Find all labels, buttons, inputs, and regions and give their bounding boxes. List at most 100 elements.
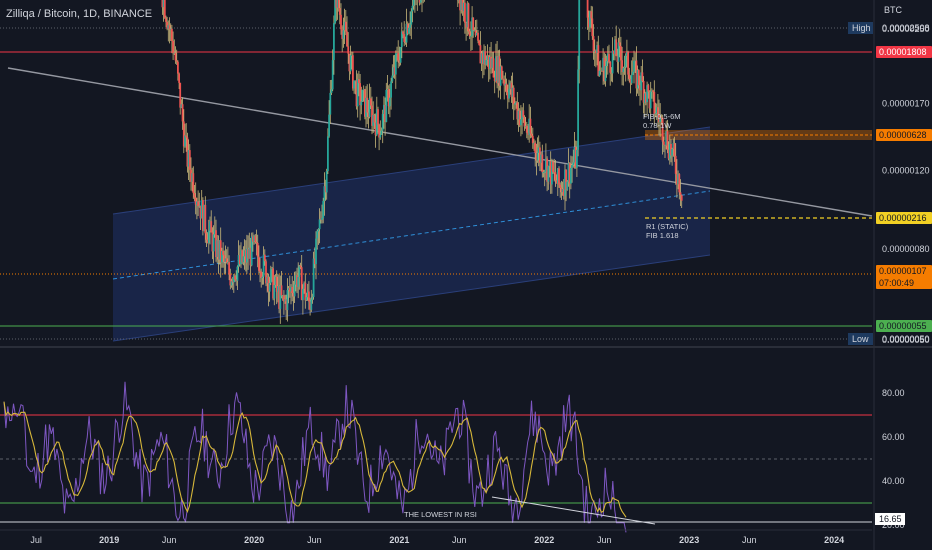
- candle-body: [553, 172, 556, 173]
- candle-body: [399, 47, 402, 63]
- candle-body: [352, 55, 354, 89]
- candle-body: [185, 135, 188, 138]
- candle-body: [234, 275, 236, 280]
- candle-body: [539, 147, 541, 163]
- candle-body: [291, 287, 294, 293]
- candle-body: [206, 239, 209, 243]
- candle-body: [349, 55, 352, 72]
- candle-body: [163, 0, 166, 18]
- candle-body: [610, 72, 613, 74]
- candle-body: [626, 52, 628, 56]
- candle-body: [555, 180, 558, 184]
- annotation-line: 0.78-1W: [643, 121, 672, 130]
- time-tick-label: Jun: [452, 535, 467, 545]
- candle-body: [679, 192, 682, 196]
- candle-body: [560, 187, 563, 193]
- time-tick-label: 2024: [824, 535, 844, 545]
- candle-body: [313, 258, 316, 264]
- candle-body: [408, 27, 410, 34]
- candle-body: [221, 250, 223, 263]
- candle-body: [636, 70, 639, 89]
- candle-body: [460, 0, 463, 11]
- candle-body: [394, 53, 397, 75]
- candle-body: [312, 258, 315, 298]
- candle-body: [327, 136, 329, 171]
- candle-body: [371, 105, 373, 126]
- candle-body: [250, 236, 253, 266]
- candle-body: [325, 171, 328, 193]
- candle-body: [612, 50, 615, 55]
- candle-body: [397, 53, 400, 61]
- candle-body: [490, 56, 492, 68]
- price-tick-label: 0.00000050: [882, 335, 930, 345]
- candle-body: [197, 201, 199, 207]
- candle-body: [410, 11, 413, 25]
- candle-body: [623, 67, 626, 69]
- channel-midline: [112, 190, 711, 280]
- candle-body: [161, 0, 164, 8]
- candle-body: [665, 130, 668, 146]
- candle-body: [383, 105, 385, 114]
- candle-body: [242, 256, 245, 263]
- candle-body: [398, 60, 401, 63]
- candle-body: [498, 56, 501, 86]
- candle-body: [322, 200, 325, 219]
- candle-body: [344, 21, 347, 32]
- candle-body: [651, 90, 653, 92]
- candle-body: [592, 36, 595, 52]
- candle-body: [497, 56, 500, 84]
- candle-body: [518, 110, 521, 126]
- candle-body: [645, 93, 647, 103]
- time-tick-label: Jul: [30, 535, 42, 545]
- candle-body: [348, 53, 351, 72]
- candle-body: [535, 152, 538, 161]
- candle-body: [310, 299, 313, 310]
- candle-body: [294, 275, 297, 285]
- time-tick-label: 2022: [534, 535, 554, 545]
- candle-body: [606, 53, 609, 62]
- candle-body: [495, 56, 497, 81]
- candle-body: [328, 114, 330, 137]
- candle-body: [329, 92, 332, 115]
- candle-body: [237, 255, 240, 267]
- candle-body: [378, 124, 380, 138]
- candle-body: [616, 55, 619, 62]
- candle-body: [248, 247, 251, 259]
- candle-body: [667, 149, 670, 159]
- candle-body: [571, 165, 573, 168]
- candle-body: [572, 162, 575, 166]
- candle-body: [589, 11, 591, 28]
- candle-body: [171, 28, 173, 41]
- candle-body: [529, 118, 532, 134]
- candle-body: [269, 269, 272, 283]
- candle-body: [281, 295, 284, 297]
- candle-body: [238, 255, 241, 265]
- candle-body: [496, 56, 498, 84]
- candle-body: [168, 25, 171, 30]
- candle-body: [604, 66, 607, 82]
- candle-body: [300, 267, 303, 300]
- candle-body: [516, 102, 519, 120]
- candle-body: [253, 236, 255, 242]
- price-series: [161, 0, 683, 324]
- candle-body: [319, 219, 322, 221]
- candle-body: [278, 286, 280, 309]
- candle-body: [492, 58, 495, 78]
- candle-body: [324, 186, 327, 193]
- candle-body: [387, 89, 390, 107]
- candle-body: [647, 85, 650, 92]
- candle-body: [165, 17, 167, 22]
- time-tick-label: 2019: [99, 535, 119, 545]
- candle-body: [548, 161, 551, 167]
- candle-body: [321, 218, 323, 220]
- time-tick-label: 2021: [389, 535, 409, 545]
- candle-body: [336, 0, 339, 8]
- candle-body: [172, 41, 174, 54]
- candle-body: [595, 50, 597, 54]
- candle-body: [599, 70, 602, 72]
- candle-body: [215, 230, 217, 258]
- rsi-line: [3, 381, 627, 533]
- candle-body: [549, 161, 552, 185]
- candle-body: [406, 23, 409, 34]
- candle-body: [597, 45, 600, 76]
